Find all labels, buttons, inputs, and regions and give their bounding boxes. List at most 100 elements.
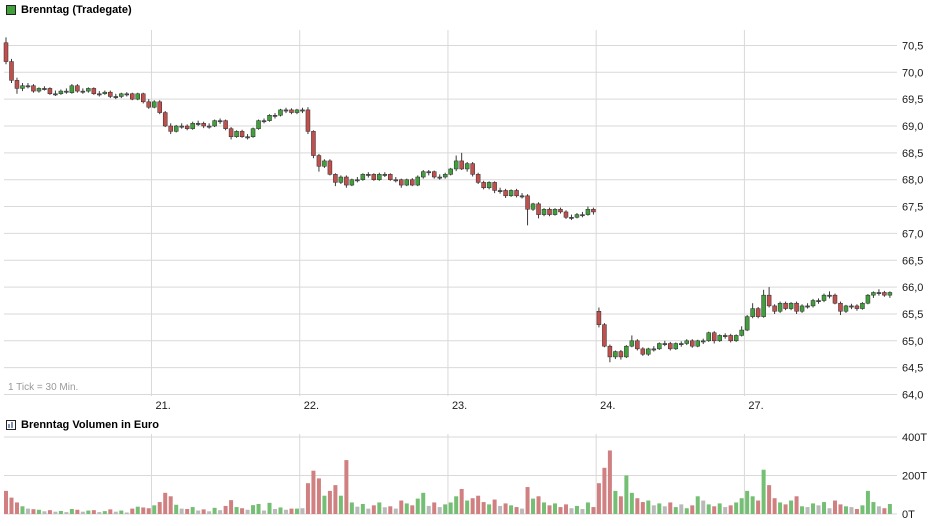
volume-bar bbox=[234, 507, 239, 514]
candle-body bbox=[750, 308, 755, 317]
volume-bar bbox=[179, 508, 184, 514]
candle-body bbox=[728, 335, 733, 342]
volume-bar bbox=[553, 503, 557, 514]
volume-bar bbox=[283, 509, 288, 514]
candle-body bbox=[316, 155, 322, 167]
candle-body bbox=[563, 211, 569, 218]
volume-bar bbox=[355, 506, 360, 514]
candle-body bbox=[849, 305, 854, 308]
candle-body bbox=[657, 343, 662, 350]
volume-bar bbox=[876, 506, 881, 514]
candle-body bbox=[497, 190, 503, 192]
volume-bar bbox=[728, 505, 733, 514]
volume-bar bbox=[574, 505, 579, 514]
volume-bar bbox=[465, 500, 470, 514]
candle-body bbox=[706, 332, 711, 342]
candle-body bbox=[426, 171, 431, 174]
volume-bar bbox=[547, 505, 552, 514]
volume-icon-bar bbox=[11, 422, 13, 428]
candle-body bbox=[355, 179, 360, 182]
candle-body bbox=[854, 305, 860, 309]
candle-body bbox=[788, 302, 794, 309]
candle-body bbox=[366, 174, 371, 176]
candle-body bbox=[832, 294, 838, 304]
volume-bar bbox=[42, 511, 47, 514]
volume-bar bbox=[75, 509, 80, 514]
volume-bar bbox=[426, 505, 431, 514]
volume-bar bbox=[322, 495, 327, 514]
price-axis-label: 70,0 bbox=[902, 67, 923, 79]
volume-bar bbox=[750, 496, 755, 514]
candle-body bbox=[838, 302, 843, 312]
volume-bar bbox=[58, 510, 63, 514]
candle-body bbox=[42, 88, 47, 90]
volume-bar bbox=[251, 505, 256, 514]
volume-bar bbox=[410, 505, 415, 514]
volume-bar bbox=[135, 506, 140, 514]
candle-body bbox=[673, 343, 679, 350]
volume-bar bbox=[267, 502, 272, 514]
candle-body bbox=[377, 174, 382, 180]
volume-bar bbox=[739, 498, 744, 514]
volume-bar bbox=[778, 502, 783, 514]
volume-bar bbox=[415, 498, 420, 514]
volume-bar bbox=[201, 509, 206, 514]
candle-body bbox=[14, 80, 20, 89]
volume-bar bbox=[607, 450, 612, 514]
volume-bar bbox=[25, 508, 30, 514]
candle-body bbox=[190, 123, 195, 129]
candle-body bbox=[327, 160, 333, 175]
price-axis-label: 68,0 bbox=[902, 175, 923, 187]
candle-body bbox=[102, 91, 108, 95]
volume-bar bbox=[585, 502, 590, 514]
volume-bar bbox=[822, 502, 827, 514]
volume-bar bbox=[421, 492, 426, 514]
volume-bar bbox=[580, 508, 585, 514]
volume-bar bbox=[629, 492, 634, 514]
price-series-header: Brenntag (Tradegate) bbox=[6, 4, 132, 16]
candle-body bbox=[239, 131, 245, 137]
volume-bar bbox=[124, 512, 129, 514]
candle-body bbox=[569, 217, 574, 219]
candle-body bbox=[508, 190, 514, 197]
candle-body bbox=[876, 292, 882, 294]
price-axis-label: 66,0 bbox=[902, 282, 923, 294]
candle-body bbox=[635, 340, 640, 350]
candle-body bbox=[108, 91, 113, 97]
volume-series-label: Brenntag Volumen in Euro bbox=[21, 419, 159, 431]
candle-body bbox=[755, 308, 761, 317]
candle-body bbox=[448, 168, 453, 175]
candle-body bbox=[47, 88, 53, 95]
volume-bar bbox=[102, 511, 107, 514]
candle-body bbox=[393, 179, 399, 182]
candle-body bbox=[261, 120, 267, 123]
candle-body bbox=[558, 208, 563, 213]
candle-body bbox=[311, 131, 316, 156]
volume-bar bbox=[113, 511, 118, 514]
candle-body bbox=[624, 345, 629, 358]
candle-body bbox=[651, 348, 657, 351]
volume-bar bbox=[218, 510, 223, 514]
candle-body bbox=[486, 182, 492, 189]
volume-bar bbox=[300, 508, 305, 514]
volume-bar bbox=[31, 509, 36, 514]
volume-series-header: Brenntag Volumen in Euro bbox=[6, 419, 159, 431]
candle-body bbox=[772, 305, 777, 312]
candle-body bbox=[228, 128, 234, 137]
candle-body bbox=[618, 351, 624, 358]
candle-body bbox=[613, 351, 618, 358]
candle-body bbox=[223, 120, 228, 129]
x-axis-label: 22. bbox=[304, 400, 319, 412]
volume-bar bbox=[701, 500, 706, 514]
candle-body bbox=[690, 340, 695, 347]
price-series-legend-icon bbox=[6, 5, 16, 15]
volume-bar bbox=[470, 498, 475, 514]
volume-bar bbox=[520, 508, 525, 514]
volume-bar bbox=[196, 510, 201, 514]
volume-bar bbox=[783, 504, 788, 514]
volume-bar bbox=[448, 502, 453, 514]
volume-bar bbox=[4, 490, 8, 514]
candle-body bbox=[585, 208, 591, 215]
candle-body bbox=[871, 292, 876, 296]
volume-bar bbox=[245, 509, 250, 514]
